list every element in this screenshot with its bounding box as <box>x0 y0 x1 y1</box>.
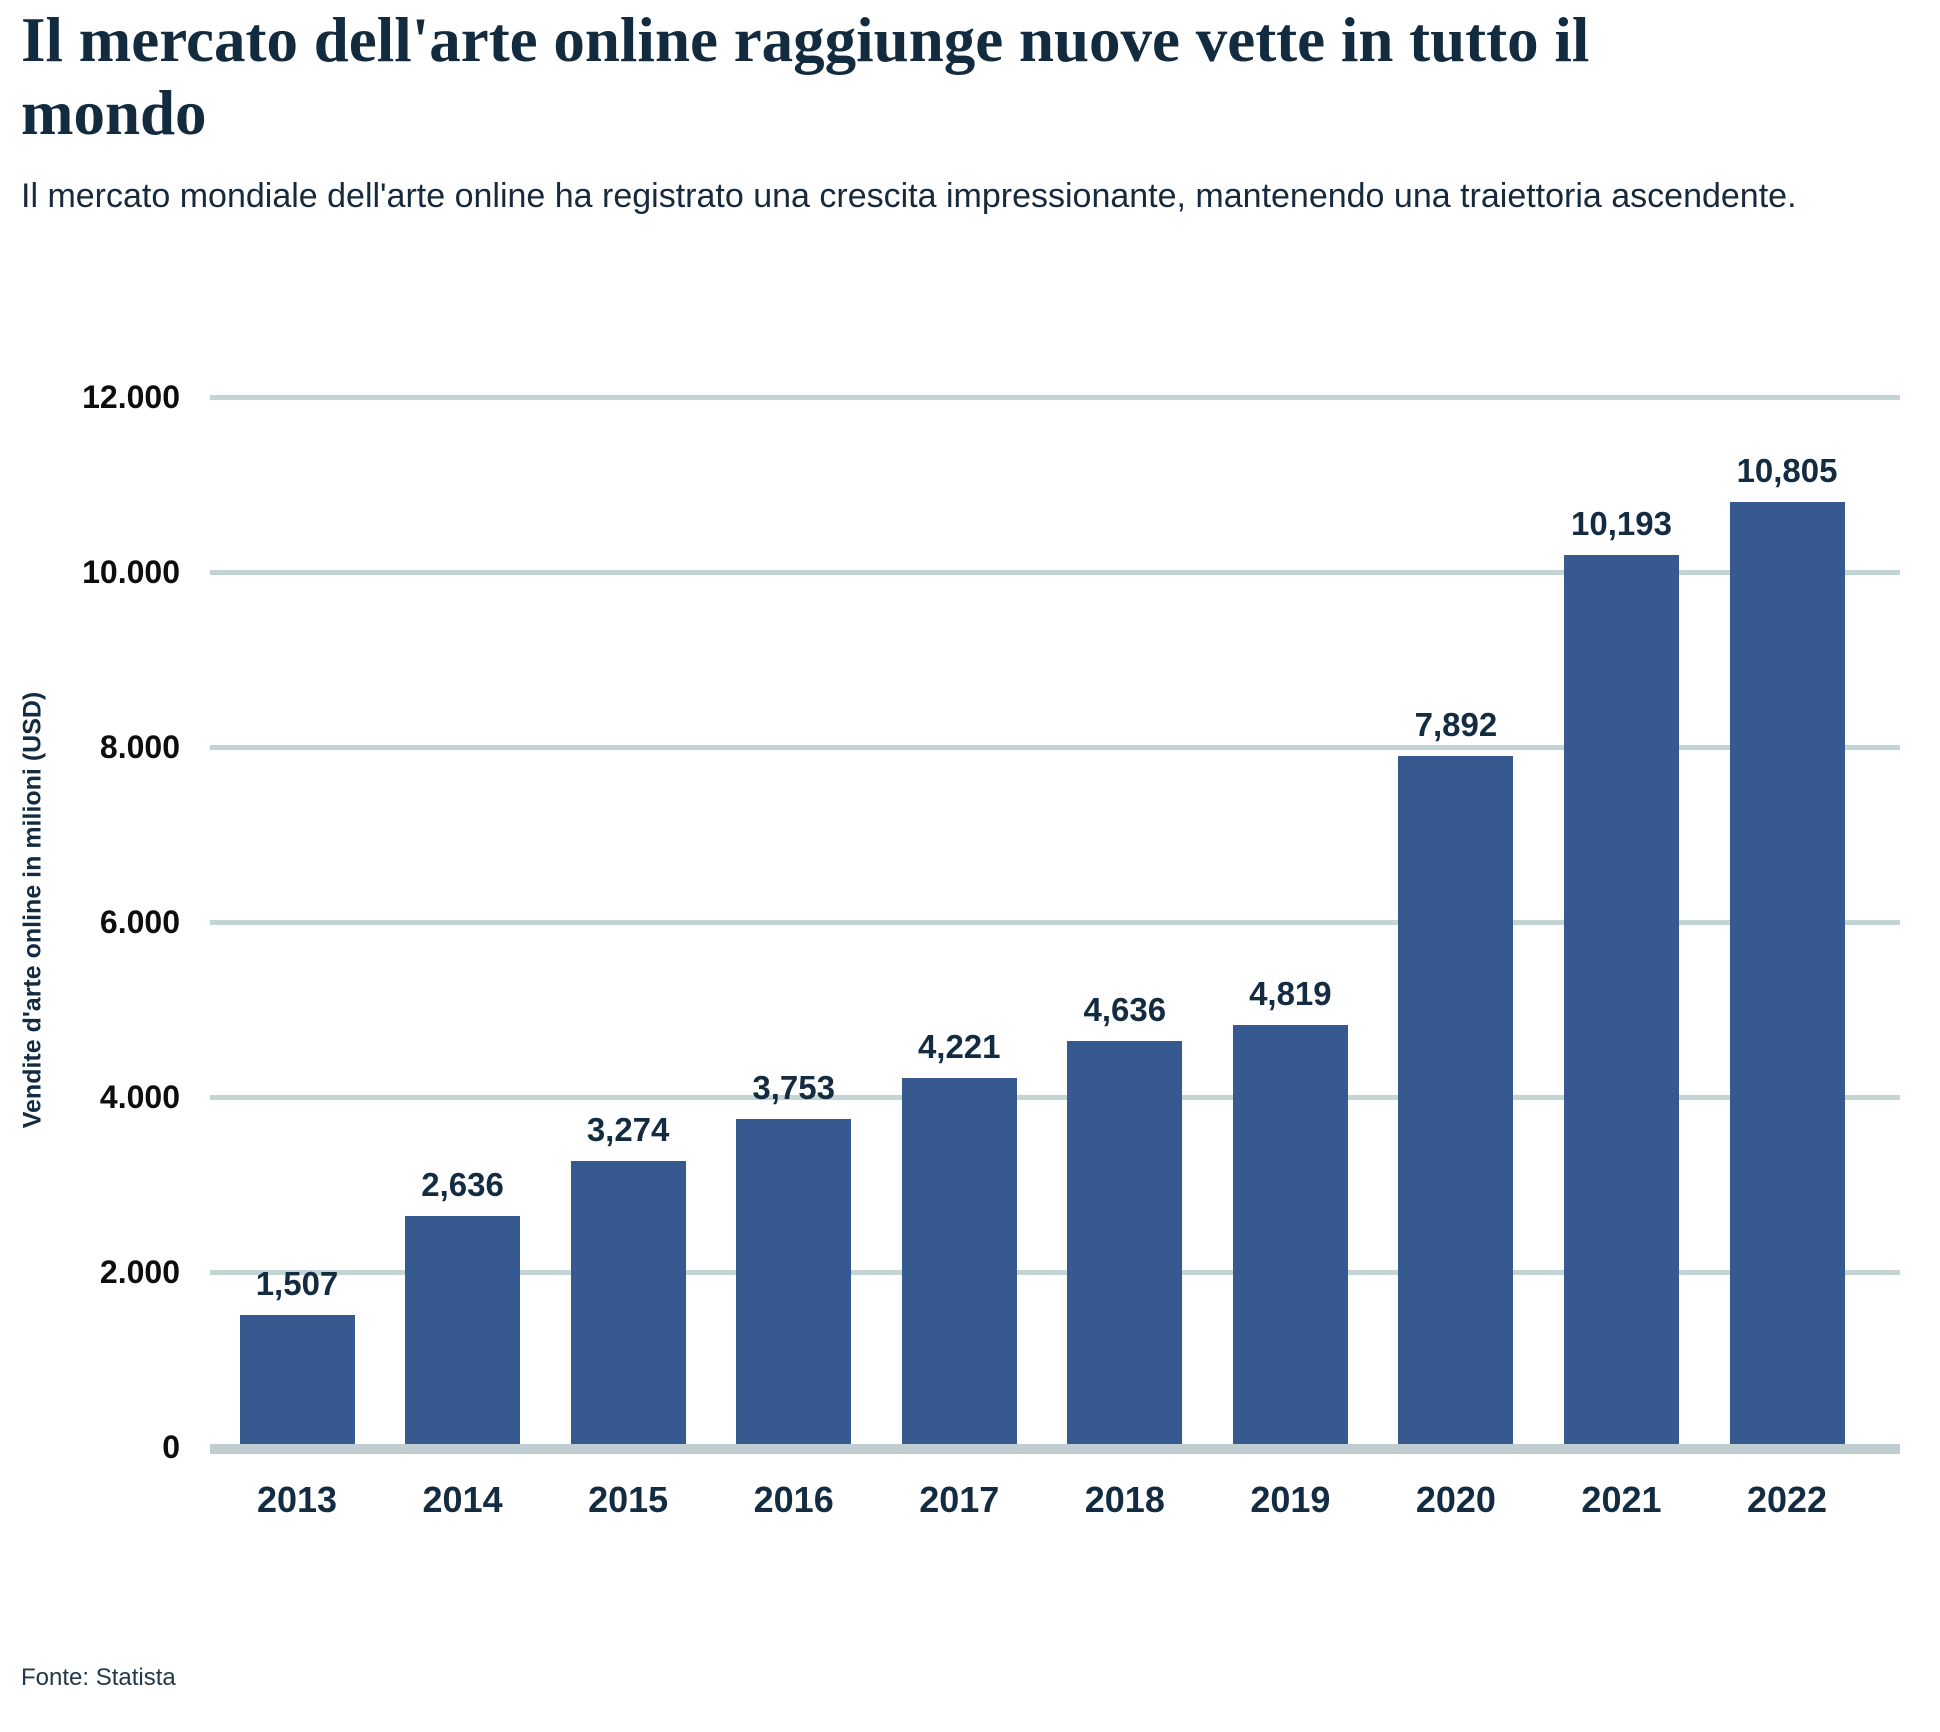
bar-2013 <box>239 1315 355 1447</box>
bar-value-label: 4,221 <box>917 1027 1001 1065</box>
gridline-4000 <box>210 1094 1900 1100</box>
gridline-10000 <box>210 569 1900 575</box>
x-tick-label: 2015 <box>588 1479 669 1520</box>
bar-2014 <box>405 1216 521 1447</box>
bar-2020 <box>1398 756 1514 1447</box>
x-tick-label: 2021 <box>1581 1479 1662 1520</box>
bar-value-label: 10,193 <box>1571 505 1672 543</box>
bar-2016 <box>736 1118 852 1447</box>
bar-2017 <box>901 1077 1017 1447</box>
bar-value-label: 4,819 <box>1249 975 1332 1013</box>
bar-2019 <box>1232 1025 1348 1447</box>
y-tick-label: 4.000 <box>99 1079 180 1115</box>
gridline-12000 <box>210 394 1900 400</box>
x-tick-label: 2017 <box>919 1479 1000 1520</box>
bar-2022 <box>1729 501 1845 1447</box>
gridline-8000 <box>210 744 1900 750</box>
x-tick-label: 2014 <box>422 1479 503 1520</box>
bar-2021 <box>1563 555 1679 1447</box>
bar-2015 <box>570 1160 686 1447</box>
x-tick-label: 2018 <box>1084 1479 1165 1520</box>
page-subtitle: Il mercato mondiale dell'arte online ha … <box>21 177 1797 215</box>
y-tick-label: 10.000 <box>82 554 180 590</box>
x-axis-line <box>210 1444 1900 1454</box>
x-tick-label: 2022 <box>1746 1479 1828 1520</box>
gridline-6000 <box>210 919 1900 925</box>
y-tick-label: 0 <box>162 1429 180 1465</box>
bar-2018 <box>1067 1041 1183 1447</box>
x-tick-label: 2020 <box>1415 1479 1496 1520</box>
bar-value-label: 10,805 <box>1736 451 1838 489</box>
y-tick-label: 12.000 <box>82 379 180 415</box>
y-tick-label: 8.000 <box>99 729 180 765</box>
x-tick-label: 2019 <box>1250 1479 1331 1520</box>
x-tick-label: 2016 <box>753 1479 834 1520</box>
x-tick-label: 2013 <box>256 1479 338 1520</box>
bar-value-label: 3,753 <box>752 1068 835 1106</box>
source-note: Fonte: Statista <box>21 1664 176 1691</box>
bar-value-label: 4,636 <box>1083 991 1167 1029</box>
page-title: Il mercato dell'arte online raggiunge nu… <box>21 5 1590 148</box>
bar-value-label: 7,892 <box>1414 706 1498 744</box>
plot-area: 1,507 2,636 3,274 3,753 4,221 4,636 4,819 7,892… <box>210 394 1900 1454</box>
gridline-2000 <box>210 1269 1900 1275</box>
y-tick-label: 6.000 <box>99 904 180 940</box>
bar-value-label: 2,636 <box>421 1166 504 1204</box>
bar-value-label: 1,507 <box>255 1265 339 1303</box>
y-tick-label: 2.000 <box>99 1254 180 1290</box>
bar-value-label: 3,274 <box>586 1110 670 1148</box>
